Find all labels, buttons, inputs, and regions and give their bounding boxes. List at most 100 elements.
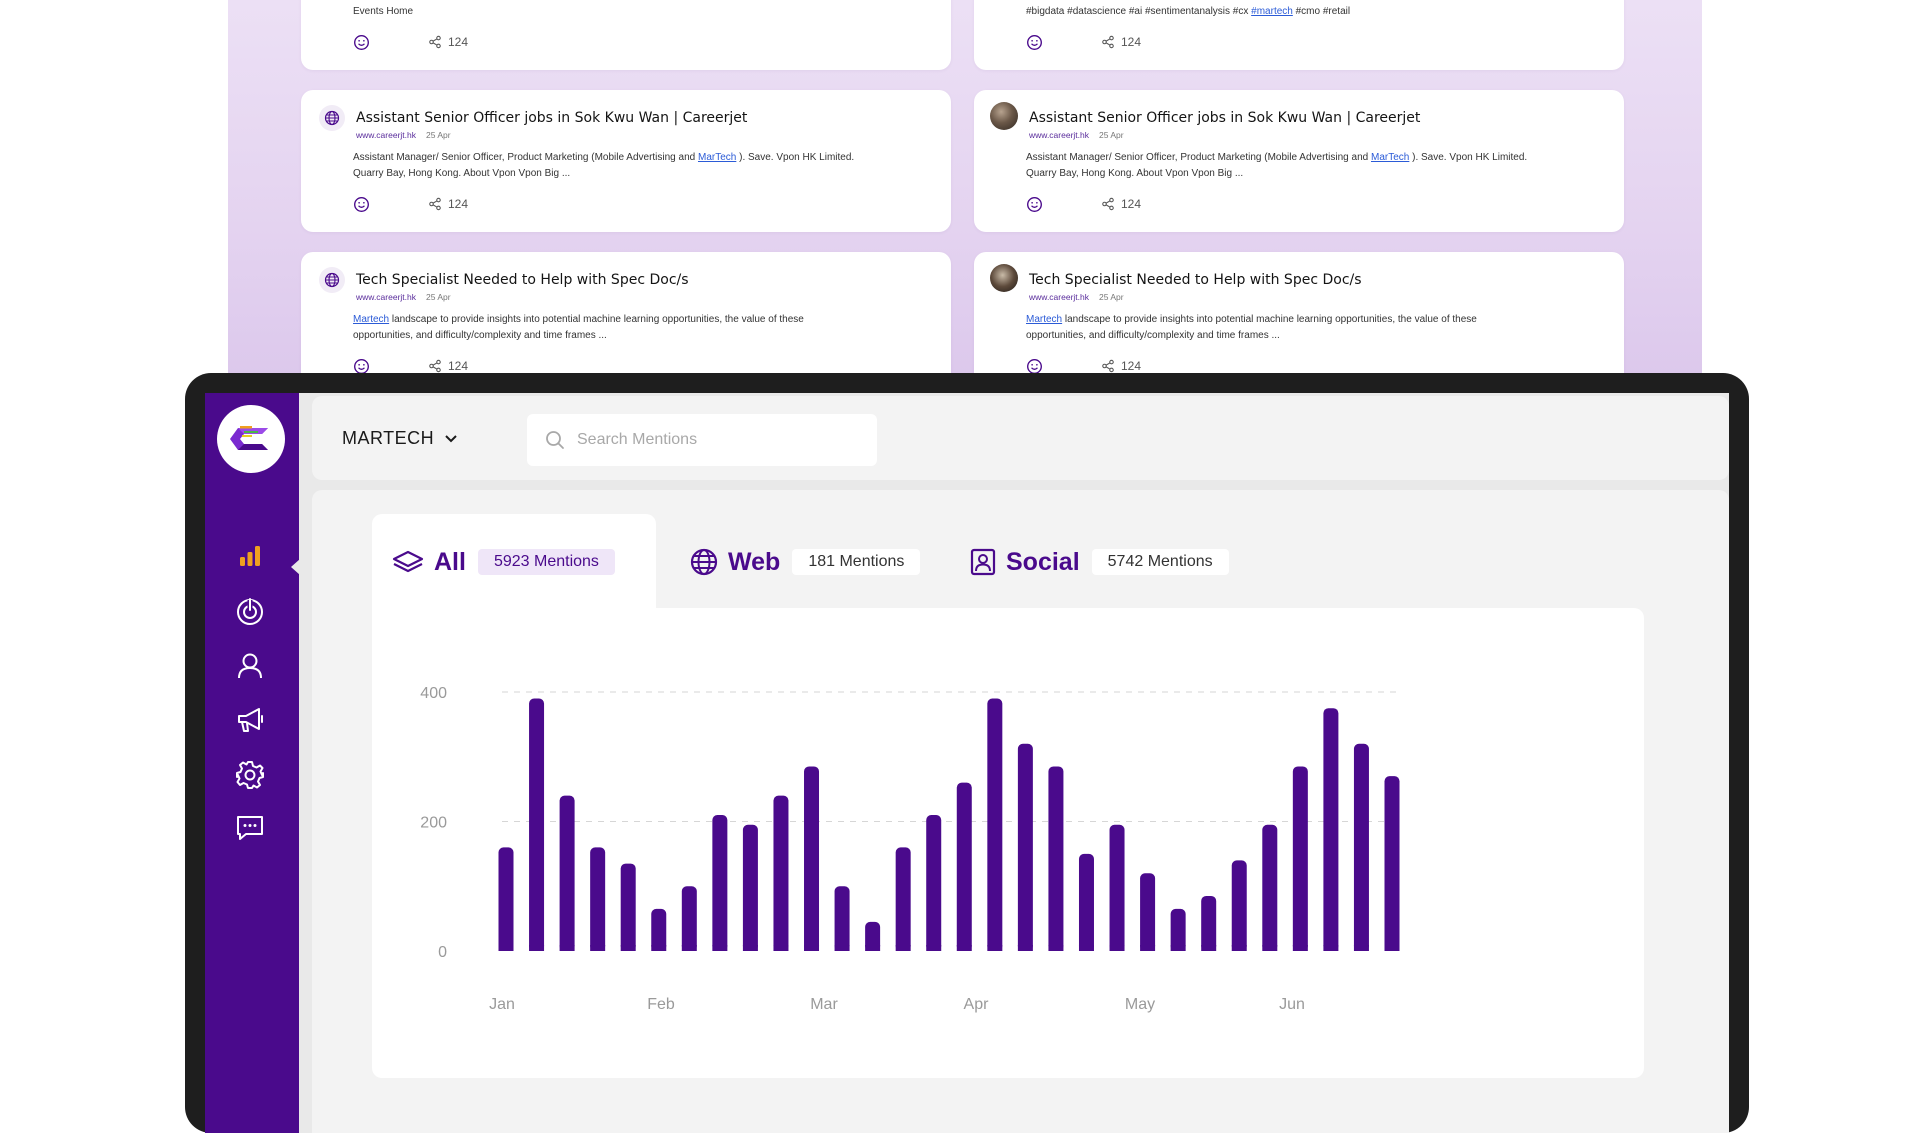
- chart-bar[interactable]: [1078, 853, 1094, 951]
- mention-card[interactable]: Events Home 124: [301, 0, 951, 70]
- mention-card[interactable]: #bigdata #datascience #ai #sentimentanal…: [974, 0, 1624, 70]
- chart-bar[interactable]: [498, 847, 514, 951]
- chart-bar-base: [681, 945, 697, 951]
- keyword-link[interactable]: Martech: [353, 314, 390, 325]
- chart-bar[interactable]: [651, 908, 667, 951]
- card-title[interactable]: Tech Specialist Needed to Help with Spec…: [356, 272, 689, 288]
- share-count: 124: [1121, 35, 1142, 49]
- chart-bar-base: [1078, 945, 1094, 951]
- user-avatar[interactable]: [990, 102, 1018, 130]
- user-icon[interactable]: [235, 651, 265, 681]
- reaction-icon[interactable]: [353, 196, 370, 213]
- megaphone-icon[interactable]: [235, 705, 265, 735]
- reaction-icon[interactable]: [353, 34, 370, 51]
- chart-bar[interactable]: [1017, 743, 1033, 951]
- chart-bar[interactable]: [1384, 776, 1400, 951]
- chart-bar[interactable]: [712, 815, 728, 951]
- chart-bar[interactable]: [590, 847, 606, 951]
- share-icon[interactable]: [1101, 197, 1115, 211]
- bar-chart-icon[interactable]: [235, 541, 265, 571]
- x-tick-label: Jun: [1279, 996, 1305, 1013]
- chart-bar[interactable]: [1170, 908, 1186, 951]
- chart-bar[interactable]: [620, 863, 636, 951]
- chart-bar-base: [1384, 945, 1400, 951]
- chart-bar-base: [651, 945, 667, 951]
- chart-bar[interactable]: [742, 824, 758, 951]
- card-source[interactable]: www.careerjt.hk: [1029, 292, 1089, 302]
- chart-bar[interactable]: [987, 698, 1003, 951]
- share-icon[interactable]: [1101, 359, 1115, 373]
- share-count: 124: [448, 359, 469, 373]
- keyword-link[interactable]: Martech: [1026, 314, 1063, 325]
- reaction-icon[interactable]: [1026, 358, 1043, 375]
- chart-bar[interactable]: [1231, 860, 1247, 951]
- chart-bar[interactable]: [529, 698, 545, 951]
- card-source[interactable]: www.careerjt.hk: [356, 130, 416, 140]
- tab-label: Web: [728, 547, 781, 576]
- card-source[interactable]: www.careerjt.hk: [356, 292, 416, 302]
- mention-card[interactable]: Assistant Senior Officer jobs in Sok Kwu…: [301, 90, 951, 232]
- reaction-icon[interactable]: [353, 358, 370, 375]
- tab-all[interactable]: All 5923 Mentions: [392, 545, 615, 579]
- reaction-icon[interactable]: [1026, 196, 1043, 213]
- card-title[interactable]: Tech Specialist Needed to Help with Spec…: [1029, 272, 1362, 288]
- card-source[interactable]: www.careerjt.hk: [1029, 130, 1089, 140]
- mention-card[interactable]: Tech Specialist Needed to Help with Spec…: [974, 252, 1624, 394]
- chart-bar[interactable]: [956, 782, 972, 951]
- card-body: Assistant Manager/ Senior Officer, Produ…: [1026, 152, 1528, 179]
- chart-bar[interactable]: [559, 795, 575, 951]
- chart-bar[interactable]: [1140, 873, 1156, 951]
- app-logo[interactable]: [217, 405, 285, 473]
- chart-bar[interactable]: [1109, 824, 1125, 951]
- card-date: 25 Apr: [426, 292, 451, 302]
- project-selector[interactable]: MARTECH: [342, 428, 458, 449]
- chart-bar[interactable]: [895, 847, 911, 951]
- mention-card[interactable]: Assistant Senior Officer jobs in Sok Kwu…: [974, 90, 1624, 232]
- mention-card[interactable]: Tech Specialist Needed to Help with Spec…: [301, 252, 951, 394]
- chart-bar-base: [1170, 945, 1186, 951]
- mention-count-badge: 181 Mentions: [792, 549, 921, 575]
- chart-bar[interactable]: [804, 766, 820, 951]
- chevron-down-icon: [445, 434, 457, 442]
- chart-bar[interactable]: [926, 815, 942, 951]
- chart-bar-base: [1231, 945, 1247, 951]
- share-icon[interactable]: [1101, 35, 1115, 49]
- chart-bar-base: [1323, 945, 1339, 951]
- chart-bar-base: [1201, 945, 1217, 951]
- keyword-link[interactable]: MarTech: [697, 152, 737, 163]
- user-avatar[interactable]: [990, 264, 1018, 292]
- chart-bar[interactable]: [681, 886, 697, 951]
- share-icon[interactable]: [428, 359, 442, 373]
- chart-bar[interactable]: [1201, 895, 1217, 951]
- chart-bar[interactable]: [865, 921, 881, 951]
- globe-icon: [690, 548, 718, 576]
- chart-bar[interactable]: [1323, 708, 1339, 951]
- keyword-link[interactable]: MarTech: [1370, 152, 1410, 163]
- chart-bar[interactable]: [1048, 766, 1064, 951]
- card-title[interactable]: Assistant Senior Officer jobs in Sok Kwu…: [1029, 110, 1421, 126]
- share-icon[interactable]: [428, 197, 442, 211]
- search-input[interactable]: [577, 431, 857, 449]
- chart-bar[interactable]: [1353, 743, 1369, 951]
- card-meta: www.careerjt.hk 25 Apr: [356, 130, 451, 140]
- card-body: Martech landscape to provide insights in…: [353, 314, 804, 341]
- mentions-bar-chart: 400 200 0 Jan Feb Mar Apr May Jun: [420, 685, 1400, 1013]
- reaction-icon[interactable]: [1026, 34, 1043, 51]
- message-icon[interactable]: [235, 813, 265, 843]
- share-count: 124: [1121, 359, 1142, 373]
- tab-social[interactable]: Social 5742 Mentions: [970, 545, 1229, 579]
- chart-bar[interactable]: [1292, 766, 1308, 951]
- chart-bar[interactable]: [1262, 824, 1278, 951]
- mentions-feed-background: Events Home 124 #bigdata #datascience #a…: [228, 0, 1702, 394]
- active-indicator: [291, 559, 300, 575]
- power-icon[interactable]: [235, 596, 265, 626]
- gear-icon[interactable]: [235, 760, 265, 790]
- hashtag-link[interactable]: #martech: [1251, 6, 1293, 17]
- chart-bar[interactable]: [834, 886, 850, 951]
- chart-bar-base: [1262, 945, 1278, 951]
- card-body: Martech landscape to provide insights in…: [1026, 314, 1477, 341]
- chart-bar[interactable]: [773, 795, 789, 951]
- share-icon[interactable]: [428, 35, 442, 49]
- tab-web[interactable]: Web 181 Mentions: [690, 545, 921, 579]
- card-title[interactable]: Assistant Senior Officer jobs in Sok Kwu…: [356, 110, 748, 126]
